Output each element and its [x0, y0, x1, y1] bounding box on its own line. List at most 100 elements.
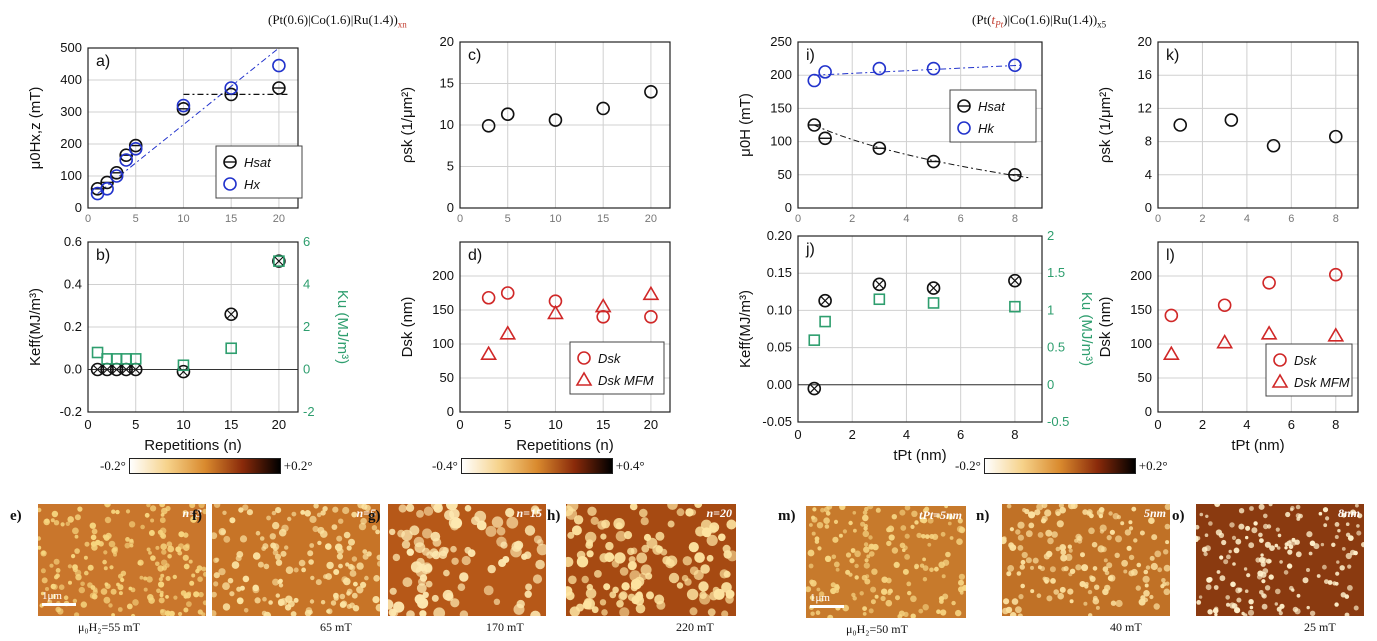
marker-a-s1 — [128, 142, 143, 156]
marker-b-s1 — [120, 353, 132, 365]
y2-tick-label: 0 — [1047, 377, 1054, 392]
y-tick-label: -0.2 — [60, 404, 82, 419]
marker-c-s0 — [481, 119, 496, 133]
marker-b-s0 — [176, 364, 191, 379]
y-axis-label: μ0H (mT) — [737, 93, 754, 157]
plot-frame — [797, 235, 1043, 423]
y-tick-label: 20 — [1138, 34, 1152, 49]
mfm-image: 8nm — [1196, 504, 1364, 616]
x-tick-label: 5 — [504, 417, 511, 432]
marker-l-s1 — [1162, 345, 1180, 361]
marker-a-s1 — [176, 98, 191, 113]
field-label: 25 mT — [1304, 620, 1336, 634]
colorbar-2: -0.4° +0.4° — [432, 458, 645, 474]
x-tick-label: 8 — [1333, 213, 1339, 225]
y-tick-label: 4 — [1145, 167, 1152, 182]
marker-l-s1 — [1260, 325, 1278, 340]
y2-tick-label: 6 — [303, 234, 310, 249]
y-tick-label: 100 — [60, 168, 82, 183]
field-label: μ₀H₂=55 mT — [78, 620, 140, 634]
y-axis-label: Dsk (nm) — [1097, 297, 1114, 358]
y-tick-label: 50 — [778, 167, 792, 182]
y-axis-label: Dsk (nm) — [399, 297, 416, 358]
marker-b-s0-x — [274, 256, 284, 266]
y-tick-label: 0.20 — [767, 228, 792, 243]
panel-label: i) — [806, 47, 815, 64]
y2-axis-label: Ku (MJ/m³) — [1078, 292, 1095, 366]
x-tick-label: 0 — [1154, 417, 1161, 432]
y-tick-label: 20 — [440, 34, 454, 49]
afm-panel-label: m) — [778, 508, 796, 524]
y-tick-label: 200 — [770, 67, 792, 82]
legend-label: Dsk — [1294, 353, 1318, 368]
afm-tag: n=20 — [706, 506, 732, 520]
x-tick-label: 4 — [903, 213, 909, 225]
y-tick-label: 500 — [60, 40, 82, 55]
marker-l-s0 — [1328, 267, 1343, 282]
marker-d-s0 — [596, 309, 610, 324]
guide-line — [97, 47, 280, 194]
x-tick-label: 8 — [1012, 213, 1018, 225]
mfm-image: n=3 1μm — [38, 504, 206, 616]
marker-j-s0-x — [1010, 276, 1020, 286]
x-tick-label: 4 — [1244, 213, 1250, 225]
plot-frame — [1157, 241, 1359, 413]
y-tick-label: 5 — [447, 159, 454, 174]
y-tick-label: 0 — [1145, 404, 1152, 419]
marker-a-s1 — [109, 169, 124, 183]
y-tick-label: 0 — [75, 200, 82, 215]
afm-panel-label: h) — [547, 508, 561, 524]
y-tick-label: 0 — [1145, 200, 1152, 215]
x-tick-label: 10 — [177, 213, 189, 225]
y-tick-label: 15 — [440, 76, 454, 91]
marker-a-s1 — [119, 153, 133, 167]
marker-b-s1 — [273, 255, 285, 267]
y-tick-label: 16 — [1138, 67, 1152, 82]
afm-panel-label: n) — [976, 508, 990, 524]
x-axis-label: tPt (nm) — [893, 447, 946, 464]
y-tick-label: -0.05 — [762, 414, 792, 429]
y2-tick-label: 2 — [1047, 228, 1054, 243]
marker-i-s1 — [818, 65, 832, 79]
y-tick-label: 100 — [432, 336, 454, 351]
afm-tag: 5nm — [1143, 506, 1166, 520]
y-tick-label: 0.00 — [767, 377, 792, 392]
x-tick-label: 20 — [272, 417, 286, 432]
marker-b-s0-x — [121, 365, 131, 374]
legend-label: Hx — [244, 177, 260, 192]
marker-b-s1 — [110, 353, 123, 365]
marker-b-s0-x — [93, 365, 102, 374]
x-tick-label: 0 — [456, 417, 463, 432]
y2-tick-label: 1 — [1047, 302, 1054, 317]
y-tick-label: 0 — [447, 200, 454, 215]
legend-label: Hsat — [244, 155, 272, 170]
marker-k-s0 — [1328, 129, 1343, 144]
plot-frame — [87, 47, 299, 209]
marker-l-s0 — [1217, 298, 1232, 313]
marker-j-s1 — [819, 315, 831, 328]
marker-b-s1 — [91, 346, 104, 359]
figure-title-left: (Pt(0.6)|Co(1.6)|Ru(1.4))xn — [268, 12, 407, 30]
x-tick-label: 5 — [505, 213, 511, 225]
marker-b-s0 — [224, 307, 238, 322]
panel-label: a) — [96, 53, 110, 70]
marker-d-s1 — [480, 345, 498, 361]
marker-b-s1 — [129, 353, 142, 365]
y-tick-label: 50 — [440, 370, 454, 385]
marker-j-s1 — [927, 297, 940, 309]
x-tick-label: 2 — [849, 427, 856, 442]
marker-b-s0-x — [131, 365, 141, 374]
chart-j: -0.05 0.00 0.05 0.10 0.15 0.20 0 2 4 6 8 tPt (nm) Ke… — [737, 228, 1095, 464]
field-label: μ₀H₂=50 mT — [846, 622, 908, 636]
marker-b-s1 — [177, 359, 190, 372]
panel-label: k) — [1166, 47, 1179, 64]
y-axis-label: Keff(MJ/m³) — [737, 290, 754, 368]
y-tick-label: 12 — [1138, 100, 1152, 115]
y2-tick-label: 2 — [303, 319, 310, 334]
marker-c-s0 — [548, 113, 563, 127]
marker-i-s1 — [1008, 58, 1022, 73]
marker-l-s1 — [1327, 327, 1345, 342]
afm-tag: tPt=5nm — [919, 508, 962, 522]
marker-i-s1 — [807, 73, 822, 88]
